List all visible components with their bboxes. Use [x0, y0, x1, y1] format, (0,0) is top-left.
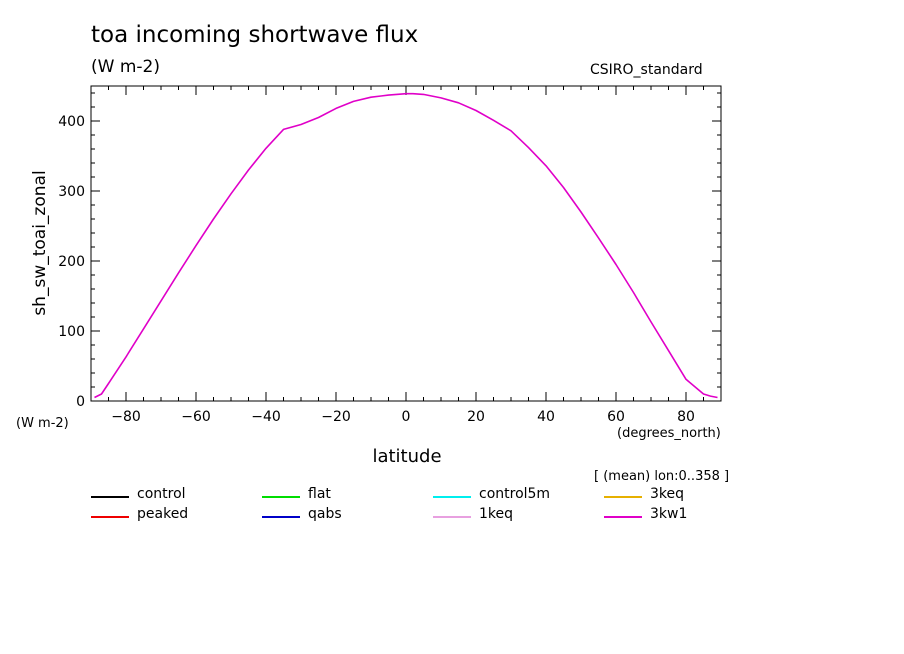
legend-label: control: [137, 486, 186, 502]
chart-title: toa incoming shortwave flux: [91, 22, 419, 48]
x-tick-label: −60: [181, 409, 211, 425]
plot-frame: [90, 85, 722, 402]
legend-label: peaked: [137, 506, 189, 522]
x-tick-label: 40: [537, 409, 555, 425]
dataset-label: CSIRO_standard: [590, 62, 703, 78]
legend-swatch: [91, 496, 129, 498]
legend-swatch: [262, 516, 300, 518]
legend-label: 3keq: [650, 486, 685, 502]
y-axis-units: (W m-2): [16, 416, 69, 431]
legend-swatch: [91, 516, 129, 518]
x-tick-label: −20: [321, 409, 351, 425]
series-line-3kw1: [94, 92, 718, 399]
legend-swatch: [604, 516, 642, 518]
axis-ticks: −80 −60 −40 −20 0 20 40 60 80 0 100 200 300 400: [58, 86, 721, 425]
legend-label: flat: [308, 486, 331, 502]
y-tick-label: 400: [58, 114, 85, 130]
x-tick-label: −80: [111, 409, 141, 425]
legend-swatch: [604, 496, 642, 498]
y-tick-label: 200: [58, 254, 85, 270]
legend-label: 1keq: [479, 506, 514, 522]
legend-swatch: [433, 496, 471, 498]
legend-label: qabs: [308, 506, 342, 522]
x-tick-label: 0: [402, 409, 411, 425]
legend-label: control5m: [479, 486, 551, 502]
x-tick-label: 80: [677, 409, 695, 425]
series-group: [94, 92, 718, 399]
legend-swatch: [433, 516, 471, 518]
chart-units: (W m-2): [91, 57, 160, 77]
y-tick-label: 300: [58, 184, 85, 200]
averaging-note: [ (mean) lon:0..358 ]: [594, 469, 730, 484]
legend-swatch: [262, 496, 300, 498]
x-axis-units: (degrees_north): [617, 426, 721, 441]
x-tick-label: −40: [251, 409, 281, 425]
x-tick-label: 20: [467, 409, 485, 425]
x-tick-label: 60: [607, 409, 625, 425]
y-tick-label: 100: [58, 324, 85, 340]
y-tick-label: 0: [76, 394, 85, 410]
legend-label: 3kw1: [650, 506, 688, 522]
x-axis-label: latitude: [372, 446, 442, 467]
